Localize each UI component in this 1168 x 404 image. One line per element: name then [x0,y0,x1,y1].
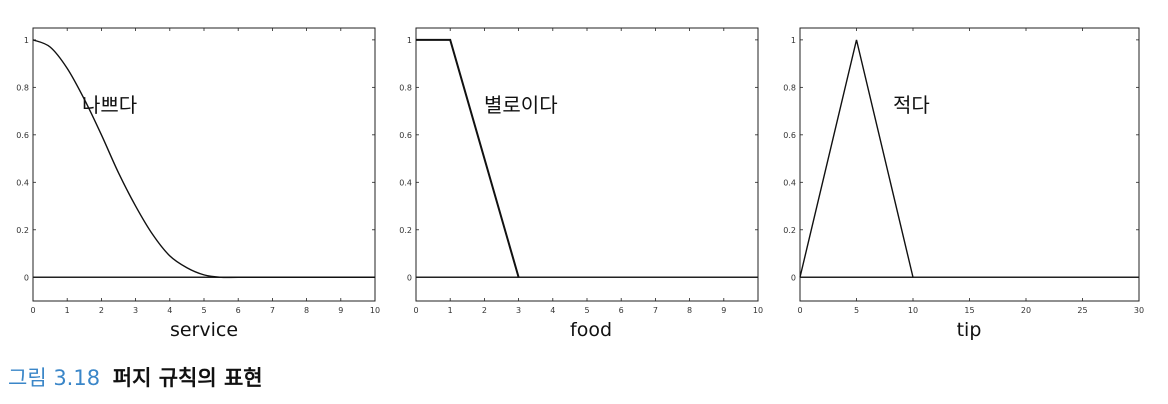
x-tick-label: 0 [797,306,802,315]
y-tick-label: 0.6 [783,131,796,140]
figure-title: 퍼지 규칙의 표현 [112,366,263,390]
plot-frame [799,27,1140,302]
y-tick-label: 0.8 [399,83,412,92]
x-tick-label: 9 [721,306,726,315]
y-tick-label: 0.2 [783,226,796,235]
membership-annotation: 별로이다 [484,93,558,117]
plot-frame [415,27,759,302]
x-tick-label: 3 [516,306,521,315]
x-tick-label: 3 [133,306,138,315]
x-tick-label: 1 [448,306,453,315]
x-tick-label: 20 [1021,306,1031,315]
x-axis-label: service [170,319,238,341]
x-tick-label: 0 [30,306,35,315]
y-tick-label: 1 [24,36,29,45]
x-tick-label: 30 [1134,306,1144,315]
x-tick-label: 6 [236,306,241,315]
x-tick-label: 2 [482,306,487,315]
y-tick-label: 0.4 [16,178,29,187]
x-tick-label: 7 [653,306,658,315]
x-tick-label: 10 [370,306,380,315]
x-tick-label: 5 [854,306,859,315]
membership-series-line [416,38,520,278]
x-tick-label: 5 [201,306,206,315]
figure-caption: 그림 3.18 퍼지 규칙의 표현 [8,362,263,392]
y-tick-label: 1 [791,36,796,45]
y-tick-label: 0.4 [399,178,412,187]
y-tick-label: 0.8 [16,83,29,92]
y-tick-label: 0.2 [16,226,29,235]
x-tick-label: 15 [964,306,974,315]
membership-annotation: 나쁘다 [82,93,137,117]
x-tick-label: 6 [619,306,624,315]
y-tick-label: 0.4 [783,178,796,187]
y-tick-label: 0.6 [399,131,412,140]
x-tick-label: 10 [908,306,918,315]
membership-series-line [32,39,375,279]
x-tick-label: 5 [584,306,589,315]
plot-frame [32,27,376,302]
x-tick-label: 9 [338,306,343,315]
x-tick-label: 4 [550,306,555,315]
x-tick-label: 10 [753,306,763,315]
y-tick-label: 0.2 [399,226,412,235]
x-tick-label: 0 [413,306,418,315]
x-tick-label: 25 [1077,306,1087,315]
y-tick-label: 0 [24,273,29,282]
membership-annotation: 적다 [893,93,930,117]
x-tick-label: 8 [304,306,309,315]
membership-series-line [799,39,914,278]
y-tick-label: 0 [791,273,796,282]
x-axis-label: tip [957,319,982,341]
x-tick-label: 2 [99,306,104,315]
chart-panel-service: 0 1 2 3 4 5 6 7 8 9 10 0 0.2 0.4 0.6 0.8 1 나쁘다 service [16,27,380,341]
y-tick-label: 0.6 [16,131,29,140]
x-tick-label: 8 [687,306,692,315]
x-tick-label: 7 [270,306,275,315]
figure-number: 그림 3.18 [8,366,101,390]
chart-panel-food: 0 1 2 3 4 5 6 7 8 9 10 0 0.2 0.4 0.6 0.8 1 별로이다 food [399,27,763,341]
x-tick-label: 4 [167,306,172,315]
y-tick-label: 0 [407,273,412,282]
x-axis-label: food [570,319,612,341]
chart-panel-tip: 0 5 10 15 20 25 30 0 0.2 0.4 0.6 0.8 1 적다 tip [783,27,1144,341]
y-tick-label: 1 [407,36,412,45]
x-tick-label: 1 [65,306,70,315]
y-tick-label: 0.8 [783,83,796,92]
